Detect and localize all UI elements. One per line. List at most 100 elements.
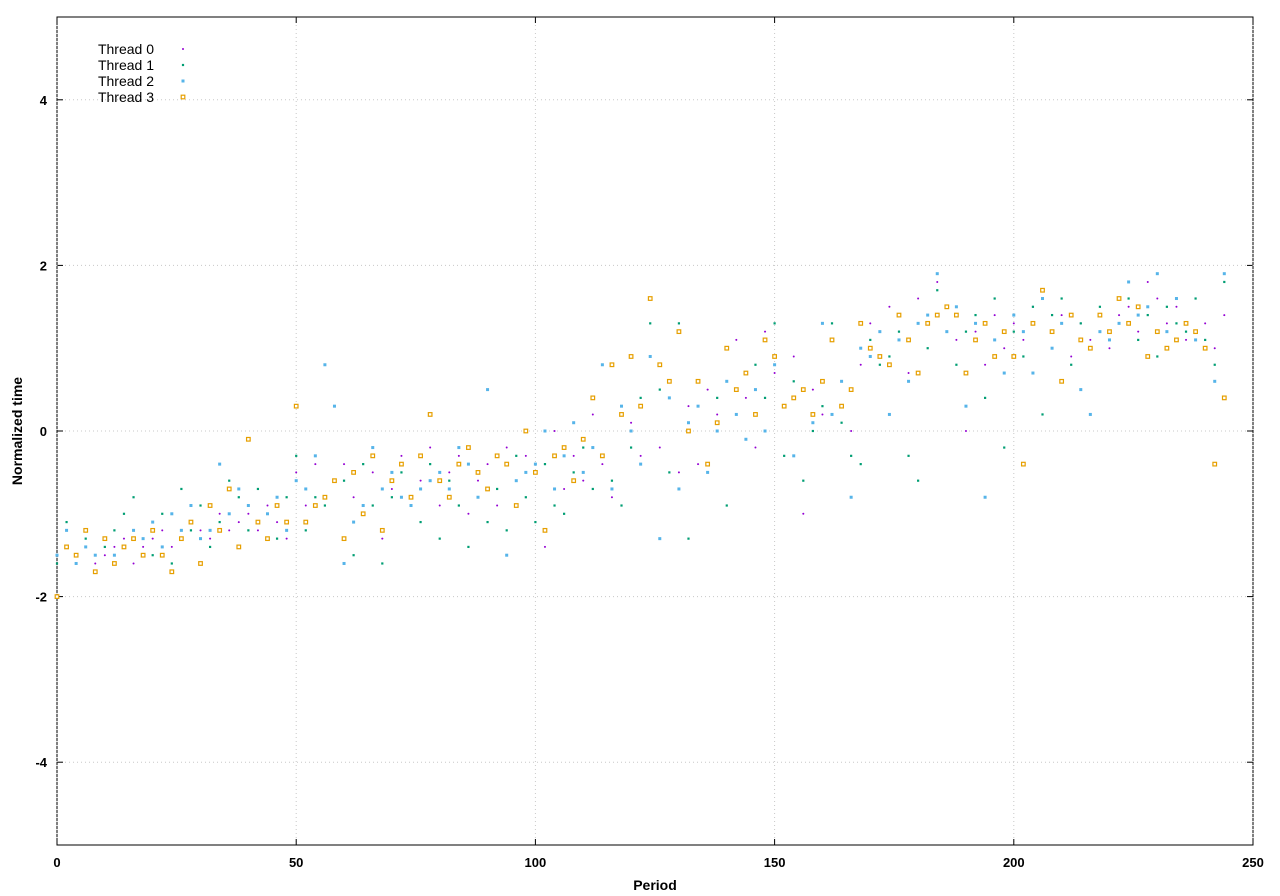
point xyxy=(1040,287,1045,293)
point xyxy=(754,363,757,366)
point xyxy=(332,404,336,408)
x-tick-label: 150 xyxy=(764,855,786,870)
point xyxy=(630,421,633,424)
point xyxy=(217,527,223,533)
point xyxy=(572,471,575,474)
point xyxy=(342,479,346,482)
point xyxy=(762,337,768,343)
point xyxy=(561,445,567,450)
point xyxy=(974,330,977,333)
point xyxy=(848,387,854,392)
point xyxy=(456,461,462,467)
point xyxy=(275,537,279,540)
point xyxy=(208,528,212,532)
point xyxy=(285,528,289,532)
point xyxy=(1135,304,1141,310)
point xyxy=(236,544,242,550)
point xyxy=(505,553,509,557)
point xyxy=(112,561,117,566)
point xyxy=(371,446,375,450)
point xyxy=(869,322,872,325)
point xyxy=(1175,305,1178,308)
point xyxy=(274,503,280,508)
point xyxy=(524,454,527,457)
point xyxy=(381,537,384,540)
point xyxy=(1060,297,1063,300)
legend-marker xyxy=(182,48,184,50)
point xyxy=(256,529,259,532)
point xyxy=(189,504,193,508)
point xyxy=(322,494,328,500)
point xyxy=(1146,313,1149,317)
point xyxy=(276,521,279,524)
point xyxy=(73,552,79,558)
point xyxy=(199,504,202,507)
point xyxy=(314,463,317,466)
point xyxy=(437,478,443,484)
point xyxy=(1184,330,1188,333)
point xyxy=(1155,272,1159,276)
point xyxy=(1003,446,1006,449)
point xyxy=(974,313,977,317)
legend-marker xyxy=(180,94,186,100)
point xyxy=(1204,322,1207,325)
x-axis-label: Period xyxy=(633,877,677,893)
point xyxy=(926,313,930,317)
point xyxy=(476,479,479,482)
point xyxy=(658,388,661,391)
point xyxy=(352,520,356,524)
point xyxy=(247,529,250,532)
point xyxy=(160,545,164,549)
point xyxy=(295,454,298,457)
point xyxy=(734,412,738,416)
point xyxy=(1117,321,1121,325)
point xyxy=(955,363,958,366)
point xyxy=(209,537,212,540)
point xyxy=(170,562,173,565)
point xyxy=(869,338,872,342)
point xyxy=(475,470,481,475)
point xyxy=(772,354,777,359)
point xyxy=(572,454,575,457)
point xyxy=(122,512,126,515)
point xyxy=(935,272,939,276)
point xyxy=(256,487,260,491)
point xyxy=(1097,312,1103,318)
point xyxy=(476,495,480,499)
point xyxy=(1030,320,1036,326)
point xyxy=(811,429,814,433)
point xyxy=(532,470,538,475)
point xyxy=(1137,330,1140,333)
point xyxy=(303,519,309,525)
point xyxy=(1213,363,1216,366)
point xyxy=(811,388,814,391)
y-tick-label: 0 xyxy=(40,424,47,439)
point xyxy=(161,512,164,515)
point xyxy=(1079,322,1082,325)
point xyxy=(907,454,910,457)
point xyxy=(639,454,642,457)
legend-marker xyxy=(181,63,185,67)
point xyxy=(170,545,173,548)
point xyxy=(467,512,470,515)
point xyxy=(218,462,222,466)
point xyxy=(620,404,624,408)
point xyxy=(304,504,307,507)
point xyxy=(715,429,719,433)
point xyxy=(983,396,987,399)
point xyxy=(266,504,269,507)
point xyxy=(963,370,969,376)
point xyxy=(1146,305,1150,309)
point xyxy=(925,320,931,326)
point xyxy=(513,503,519,508)
point xyxy=(389,478,395,484)
point xyxy=(1068,312,1074,318)
point xyxy=(610,479,614,482)
point xyxy=(419,487,423,491)
point xyxy=(945,330,949,334)
point xyxy=(1193,329,1198,335)
point xyxy=(1223,280,1226,284)
point xyxy=(1174,337,1179,343)
point xyxy=(113,545,116,548)
